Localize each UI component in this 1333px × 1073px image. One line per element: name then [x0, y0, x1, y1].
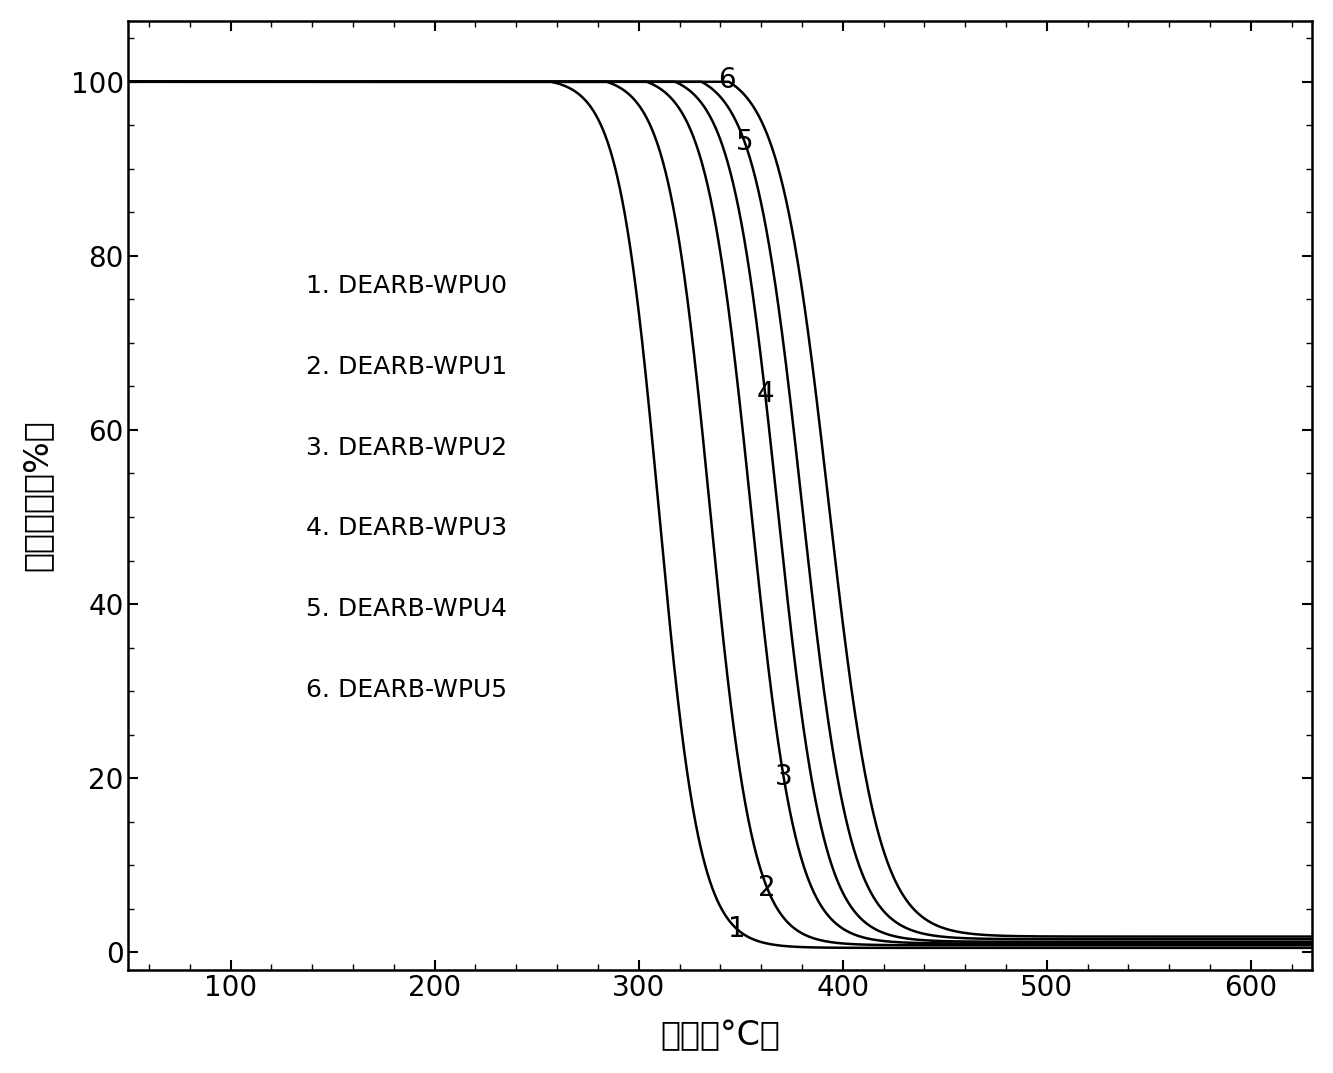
Text: 3. DEARB-WPU2: 3. DEARB-WPU2 [307, 436, 507, 460]
Text: 1. DEARB-WPU0: 1. DEARB-WPU0 [307, 275, 507, 298]
Text: 1: 1 [728, 915, 745, 943]
Text: 6: 6 [717, 67, 736, 94]
Text: 6. DEARB-WPU5: 6. DEARB-WPU5 [307, 678, 507, 702]
Text: 3: 3 [774, 763, 792, 791]
Text: 4. DEARB-WPU3: 4. DEARB-WPU3 [307, 516, 507, 541]
X-axis label: 温度（°C）: 温度（°C） [660, 1019, 780, 1053]
Text: 2: 2 [758, 874, 776, 902]
Y-axis label: 剩余质量（%）: 剩余质量（%） [21, 420, 53, 571]
Text: 4: 4 [756, 380, 774, 408]
Text: 2. DEARB-WPU1: 2. DEARB-WPU1 [307, 355, 507, 379]
Text: 5: 5 [736, 129, 753, 157]
Text: 5. DEARB-WPU4: 5. DEARB-WPU4 [307, 597, 507, 621]
